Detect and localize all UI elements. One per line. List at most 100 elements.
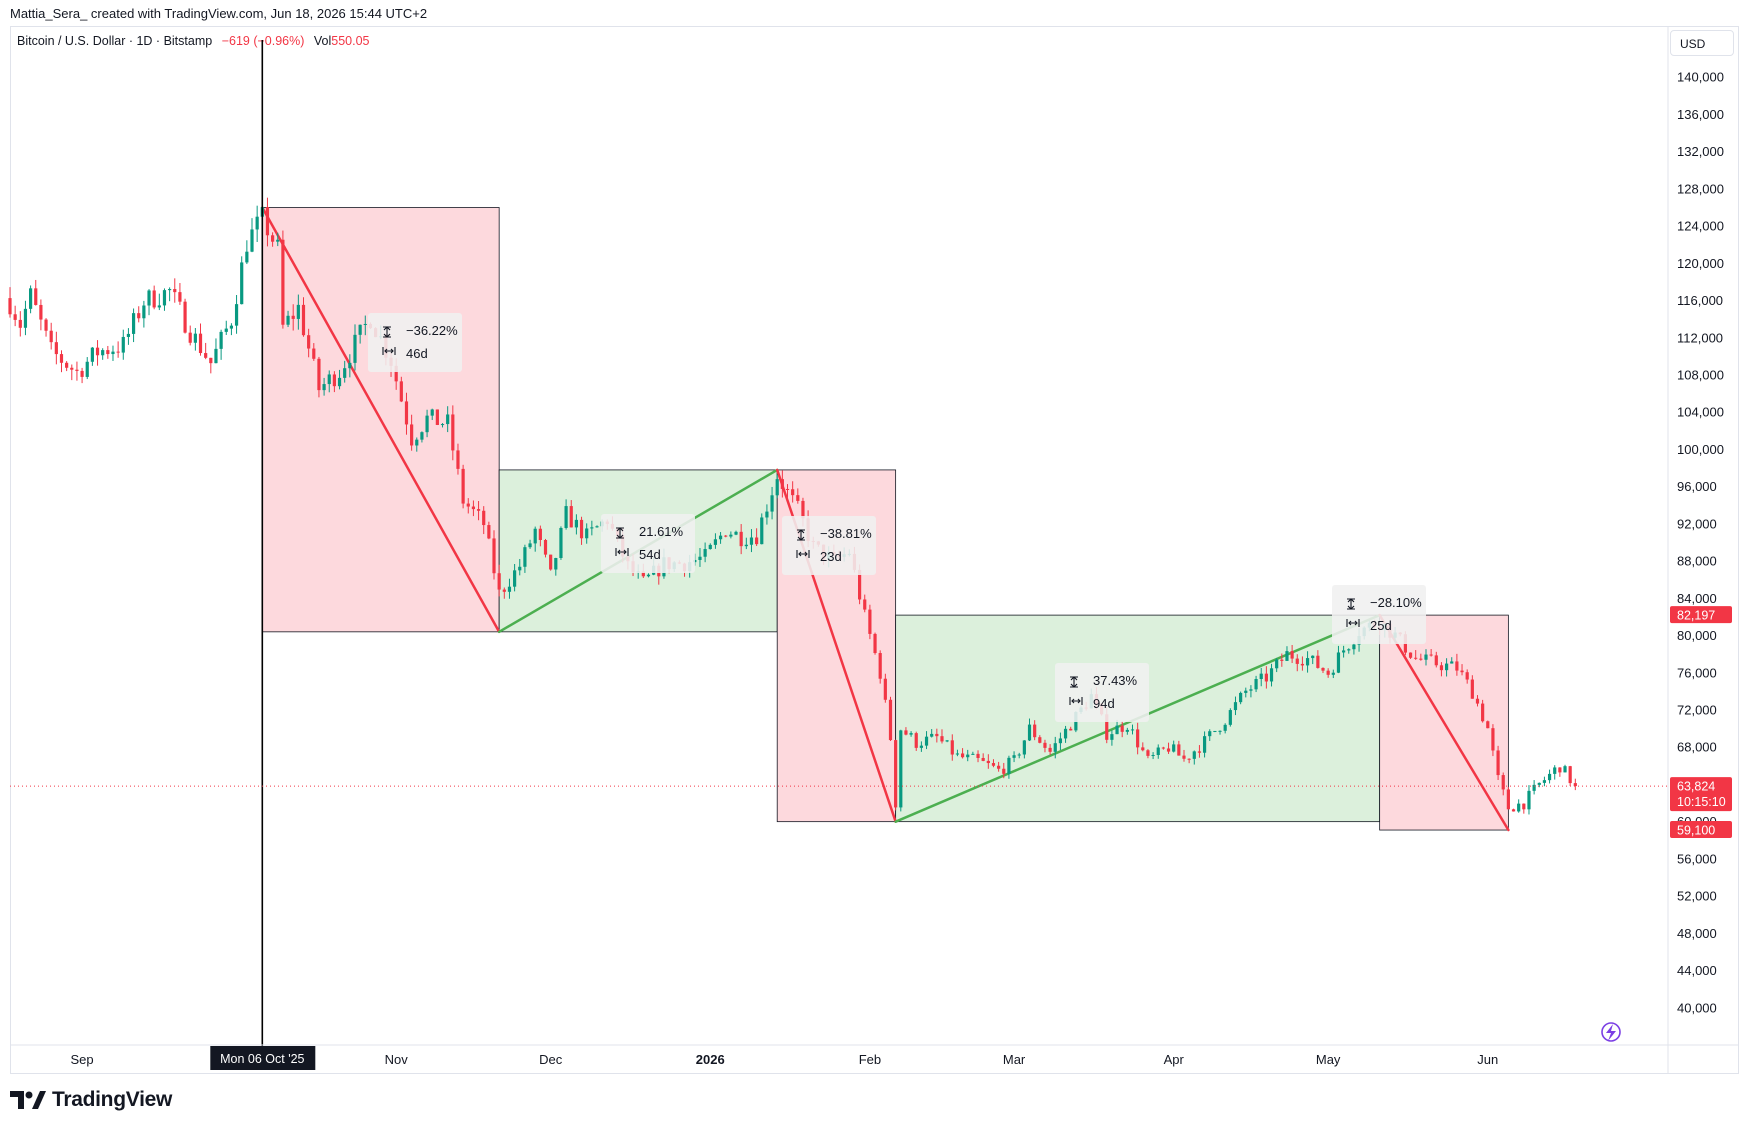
date-range-icon [796,550,810,558]
candle [1305,651,1310,673]
candle-body [245,251,249,263]
lightning-icon[interactable] [1601,1022,1621,1042]
candle-body [332,374,336,387]
price-level-label: 82,197 [1677,609,1715,623]
candle [1573,778,1577,791]
candle-body [90,347,94,362]
candle-body [533,528,537,544]
candle-body [1429,654,1433,656]
candle-body [760,517,764,545]
candle [399,376,403,403]
candle [1223,723,1227,734]
time-tick-label: Nov [385,1052,409,1067]
candle-body [312,348,316,359]
candle-body [435,409,439,425]
candle [1568,765,1572,787]
candle-body [703,549,707,557]
candle [271,232,275,247]
last-price-label: 63,824 [1677,780,1715,794]
symbol-title[interactable]: Bitcoin / U.S. Dollar · 1D · Bitstamp [17,34,213,48]
candle [1048,744,1052,755]
bull-stat-box: 21.61% 54d [601,514,695,573]
candle-body [80,370,84,377]
candle [34,279,38,306]
candle-body [456,450,460,469]
candle [1130,724,1135,735]
candle-body [1254,679,1258,690]
candle [286,310,290,328]
candle [1264,666,1268,689]
candle-body [1563,766,1567,773]
tradingview-logo[interactable]: TradingView [10,1088,172,1112]
candle [157,293,161,311]
candle-body [420,432,424,440]
candle [44,318,48,337]
candle-body [276,239,280,242]
candle [1156,744,1160,759]
candle-body [960,753,965,758]
price-range-icon [1347,598,1355,610]
candle [1429,649,1433,657]
candle [101,348,105,360]
candle-body [1311,655,1315,659]
candle [1182,749,1186,762]
price-tick-label: 116,000 [1677,293,1723,308]
candle [29,285,33,314]
date-range-icon [1346,619,1360,627]
candle-body [1275,659,1279,669]
candle-body [904,730,908,735]
price-tick-label: 76,000 [1677,665,1717,680]
candle-body [75,369,79,371]
candle [533,526,537,552]
candle [198,323,203,356]
candle-body [1063,728,1068,739]
candle [888,696,893,741]
candle [1517,799,1521,813]
candle-body [1352,644,1356,650]
candle-body [183,301,187,333]
candle [744,537,748,550]
candle [646,573,651,578]
candle-body [1192,751,1196,759]
candle-body [966,754,970,758]
time-axis[interactable]: Sep Nov Dec 2026 Feb Mar Apr May Jun Mon 06 Oct '… [10,1044,1739,1070]
candle [991,759,996,768]
candle-body [8,298,12,315]
candle-body [1120,725,1124,732]
candle-body [873,633,877,654]
candle-body [559,527,563,559]
price-range-icon [797,529,805,541]
candle-body [1002,768,1006,774]
date-range-icon [382,347,396,355]
candle [899,729,903,812]
candle-body [404,401,409,425]
currency-selector[interactable]: USD [1670,30,1734,56]
candle [446,406,450,433]
candle-body [327,374,331,385]
candle [1424,649,1428,666]
candle [1259,667,1263,687]
candle [65,361,69,372]
candle-body [749,537,754,545]
candle [312,343,316,361]
candle-body [1321,667,1325,671]
bear-stat-box: −36.22% 46d [368,313,462,372]
price-tick-label: 92,000 [1677,516,1717,531]
candle-body [271,235,275,242]
candle-body [1130,729,1135,731]
candle [214,338,218,364]
candle-body [935,733,939,737]
candle [1501,772,1505,796]
price-axis[interactable]: 40,00044,00048,00052,00056,00060,00064,0… [1667,26,1724,1074]
candle [126,328,131,345]
candle [595,525,599,528]
candle-body [507,586,512,592]
range-duration: 23d [820,549,842,564]
candle-body [1022,740,1026,755]
candle-body [528,543,532,548]
candle-body [1517,803,1521,812]
candle [785,484,790,498]
price-tick-label: 72,000 [1677,703,1717,718]
candle-body [1331,672,1335,675]
